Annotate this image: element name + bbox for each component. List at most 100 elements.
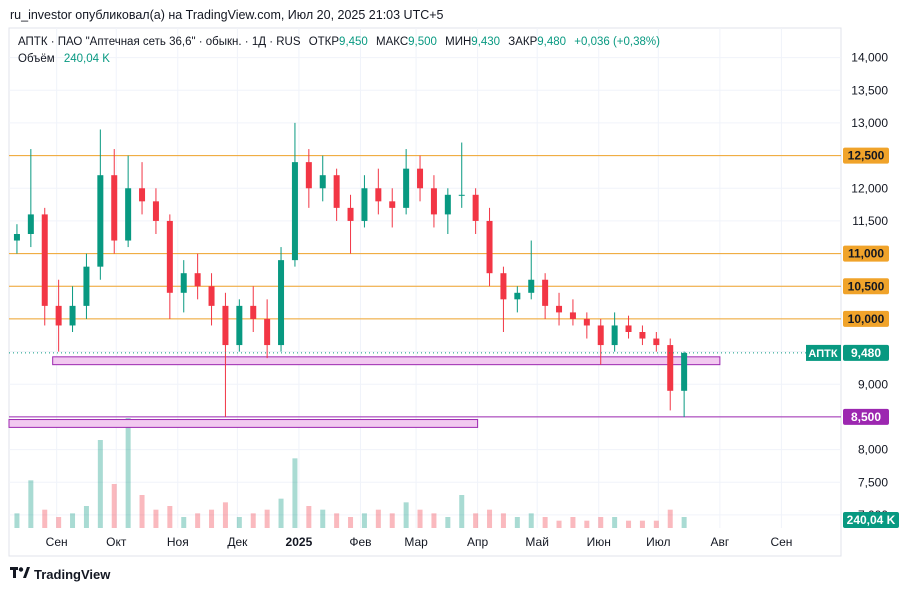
time-tick-label: Ноя	[167, 535, 189, 549]
candle-body	[83, 266, 90, 306]
candle-body	[569, 312, 576, 319]
price-tick-label: 13,500	[851, 83, 888, 97]
candle-body	[69, 305, 76, 326]
candle-body	[194, 273, 201, 287]
volume-bar	[653, 520, 659, 528]
volume-bar	[431, 513, 437, 528]
volume-bar	[514, 517, 520, 528]
volume-bar	[195, 513, 201, 528]
volume-bar	[97, 440, 103, 528]
volume-bar	[125, 418, 131, 528]
candle-body	[611, 325, 618, 346]
volume-bar	[681, 517, 687, 528]
candle-body	[597, 325, 604, 346]
candle-body	[667, 345, 674, 391]
price-tick-label: 8,000	[858, 443, 888, 457]
horizontal-levels	[9, 155, 841, 418]
price-tick-label: 13,000	[851, 116, 888, 130]
candle-body	[361, 188, 368, 221]
volume-bar	[278, 498, 284, 528]
price-tick-label: 7,500	[858, 475, 888, 489]
time-tick-label: Мар	[404, 535, 428, 549]
symbol-tag-label: АПТК	[808, 348, 837, 360]
symbol-description: АПТК · ПАО "Аптечная сеть 36,6" · обыкн.…	[18, 36, 301, 48]
candle-body	[236, 305, 243, 346]
time-tick-label: Авг	[710, 535, 729, 549]
candle-body	[417, 168, 424, 189]
volume-bar	[139, 495, 145, 528]
candle-body	[514, 292, 521, 300]
volume-bar	[667, 509, 673, 528]
volume-bar	[42, 509, 48, 528]
support-zone	[8, 419, 479, 428]
volume-bar	[264, 509, 270, 528]
volume-bar	[222, 502, 228, 528]
volume-bar	[598, 517, 604, 528]
open-value: 9,450	[339, 36, 368, 48]
candle-body	[458, 194, 465, 196]
level-price-tag	[843, 278, 889, 295]
time-tick-label: Май	[525, 535, 549, 549]
volume-bar	[612, 517, 618, 528]
candle-body	[681, 352, 688, 391]
candle-body	[625, 325, 632, 332]
volume-bar	[292, 458, 298, 528]
candlestick-series	[13, 122, 688, 417]
time-tick-label: Июл	[646, 535, 670, 549]
time-tick-label: Апр	[467, 535, 489, 549]
high-label: МАКС	[376, 36, 409, 48]
volume-bar	[626, 520, 632, 528]
candle-body	[403, 168, 410, 208]
candle-body	[639, 332, 646, 339]
level-price-label: 10,000	[848, 312, 885, 326]
level-price-tag	[843, 310, 889, 327]
price-labels: 12,500 11,000 10,500 10,000 8,500 АПТК 9,480 24…	[9, 147, 899, 528]
high-value: 9,500	[408, 36, 437, 48]
volume-legend: Объём 240,04 K	[18, 53, 110, 65]
low-label: МИН	[445, 36, 472, 48]
candle-body	[347, 207, 354, 221]
volume-tag-label: 240,04 K	[847, 513, 896, 527]
candle-body	[389, 201, 396, 208]
tradingview-branding[interactable]: TradingView	[10, 566, 110, 582]
support-zones	[8, 356, 721, 428]
chart-border	[8, 27, 842, 557]
volume-bar	[236, 517, 242, 528]
current-price-tag	[843, 344, 889, 361]
volume-bar	[389, 513, 395, 528]
candle-body	[27, 214, 34, 234]
candle-body	[430, 188, 437, 215]
volume-bar	[83, 506, 89, 528]
volume-bar	[153, 509, 159, 528]
close-label: ЗАКР	[508, 36, 538, 48]
candle-body	[653, 338, 660, 346]
candle-body	[208, 286, 215, 306]
candle-body	[166, 220, 173, 293]
candle-body	[291, 162, 298, 261]
candle-body	[333, 175, 340, 208]
price-tick-label: 11,500	[852, 214, 888, 228]
candle-body	[55, 305, 62, 326]
price-tick-label: 12,000	[851, 181, 888, 195]
candle-body	[319, 175, 326, 189]
level-price-tag	[843, 245, 889, 262]
publisher-line: ru_investor опубликовал(а) на TradingVie…	[10, 8, 444, 22]
volume-bar	[570, 517, 576, 528]
volume-bar	[528, 513, 534, 528]
volume-bar	[167, 506, 173, 528]
volume-bar	[542, 517, 548, 528]
volume-bar	[403, 502, 409, 528]
candle-body	[264, 318, 271, 346]
level-price-label: 10,500	[848, 279, 885, 293]
volume-bar	[250, 513, 256, 528]
candle-body	[528, 279, 535, 293]
volume-bar	[584, 520, 590, 528]
ohlc-legend: АПТК · ПАО "Аптечная сеть 36,6" · обыкн.…	[18, 36, 660, 48]
tv-logo-icon	[10, 566, 30, 582]
candle-body	[375, 188, 382, 202]
grid	[9, 28, 841, 528]
level-price-label: 8,500	[851, 410, 881, 424]
volume-series	[14, 418, 687, 528]
candle-body	[472, 194, 479, 221]
volume-value: 240,04 K	[63, 53, 110, 65]
